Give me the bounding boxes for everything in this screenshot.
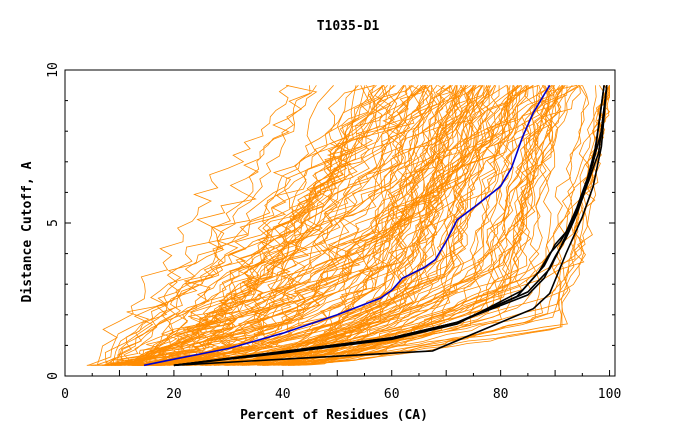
background-curve bbox=[291, 85, 529, 366]
background-curve bbox=[153, 85, 467, 366]
background-curve bbox=[116, 85, 317, 366]
x-tick-label: 40 bbox=[275, 387, 291, 402]
highlight-curves bbox=[143, 84, 608, 367]
background-curve bbox=[131, 85, 474, 366]
background-curve bbox=[140, 85, 419, 366]
chart-title: T1035-D1 bbox=[317, 19, 380, 34]
background-curve bbox=[128, 84, 412, 366]
background-curve bbox=[114, 84, 553, 366]
y-tick-label: 0 bbox=[46, 372, 61, 380]
background-curve bbox=[209, 85, 476, 366]
y-axis-label: Distance Cutoff, A bbox=[20, 161, 35, 302]
x-tick-label: 60 bbox=[384, 387, 400, 402]
background-curve bbox=[105, 85, 408, 366]
background-curve bbox=[267, 85, 561, 366]
background-curve bbox=[123, 85, 488, 366]
background-curve bbox=[104, 84, 428, 366]
background-curve bbox=[147, 85, 527, 366]
x-tick-label: 0 bbox=[61, 387, 69, 402]
background-curve bbox=[287, 84, 553, 366]
background-curve bbox=[290, 85, 490, 366]
y-tick-label: 5 bbox=[46, 219, 61, 227]
background-curve bbox=[145, 85, 488, 366]
background-curves bbox=[86, 84, 611, 366]
background-curve bbox=[136, 85, 518, 366]
background-curve bbox=[213, 85, 429, 366]
background-curve bbox=[104, 84, 318, 366]
background-curve bbox=[242, 85, 475, 366]
series-line-blue bbox=[143, 84, 551, 367]
x-axis-ticks: 0 20 40 60 80 100 bbox=[61, 370, 621, 402]
series-line-black-4 bbox=[173, 85, 608, 367]
background-curve bbox=[273, 85, 597, 366]
background-curve bbox=[155, 85, 581, 366]
background-curve bbox=[182, 85, 522, 366]
x-tick-label: 100 bbox=[598, 387, 621, 402]
background-curve bbox=[137, 85, 406, 366]
background-curve bbox=[287, 85, 563, 366]
background-curve bbox=[290, 85, 445, 366]
series-line-black-5 bbox=[173, 85, 608, 367]
background-curve bbox=[113, 84, 432, 366]
background-curve bbox=[127, 85, 606, 366]
background-curve bbox=[157, 84, 384, 366]
background-curve bbox=[245, 85, 413, 366]
background-curve bbox=[257, 85, 549, 366]
background-curve bbox=[265, 84, 521, 366]
y-tick-label: 10 bbox=[46, 62, 61, 78]
background-curve bbox=[96, 84, 289, 366]
background-curve bbox=[107, 85, 565, 366]
background-curve bbox=[88, 85, 377, 366]
background-curve bbox=[120, 84, 375, 366]
background-curve bbox=[174, 85, 514, 366]
background-curve bbox=[152, 84, 452, 366]
x-axis-label: Percent of Residues (CA) bbox=[240, 408, 428, 423]
x-tick-label: 20 bbox=[166, 387, 182, 402]
background-curve bbox=[267, 85, 475, 366]
x-tick-label: 80 bbox=[493, 387, 509, 402]
background-curve bbox=[91, 85, 442, 366]
y-axis-ticks: 0 5 10 bbox=[46, 62, 615, 380]
background-curve bbox=[138, 84, 446, 366]
background-curve bbox=[115, 84, 583, 366]
background-curve bbox=[186, 85, 536, 366]
background-curve bbox=[146, 84, 425, 366]
background-curve bbox=[152, 85, 568, 366]
background-curve bbox=[167, 85, 458, 366]
background-curve bbox=[95, 84, 578, 366]
background-curve bbox=[297, 85, 559, 366]
background-curve bbox=[168, 85, 514, 366]
background-curve bbox=[262, 85, 562, 366]
